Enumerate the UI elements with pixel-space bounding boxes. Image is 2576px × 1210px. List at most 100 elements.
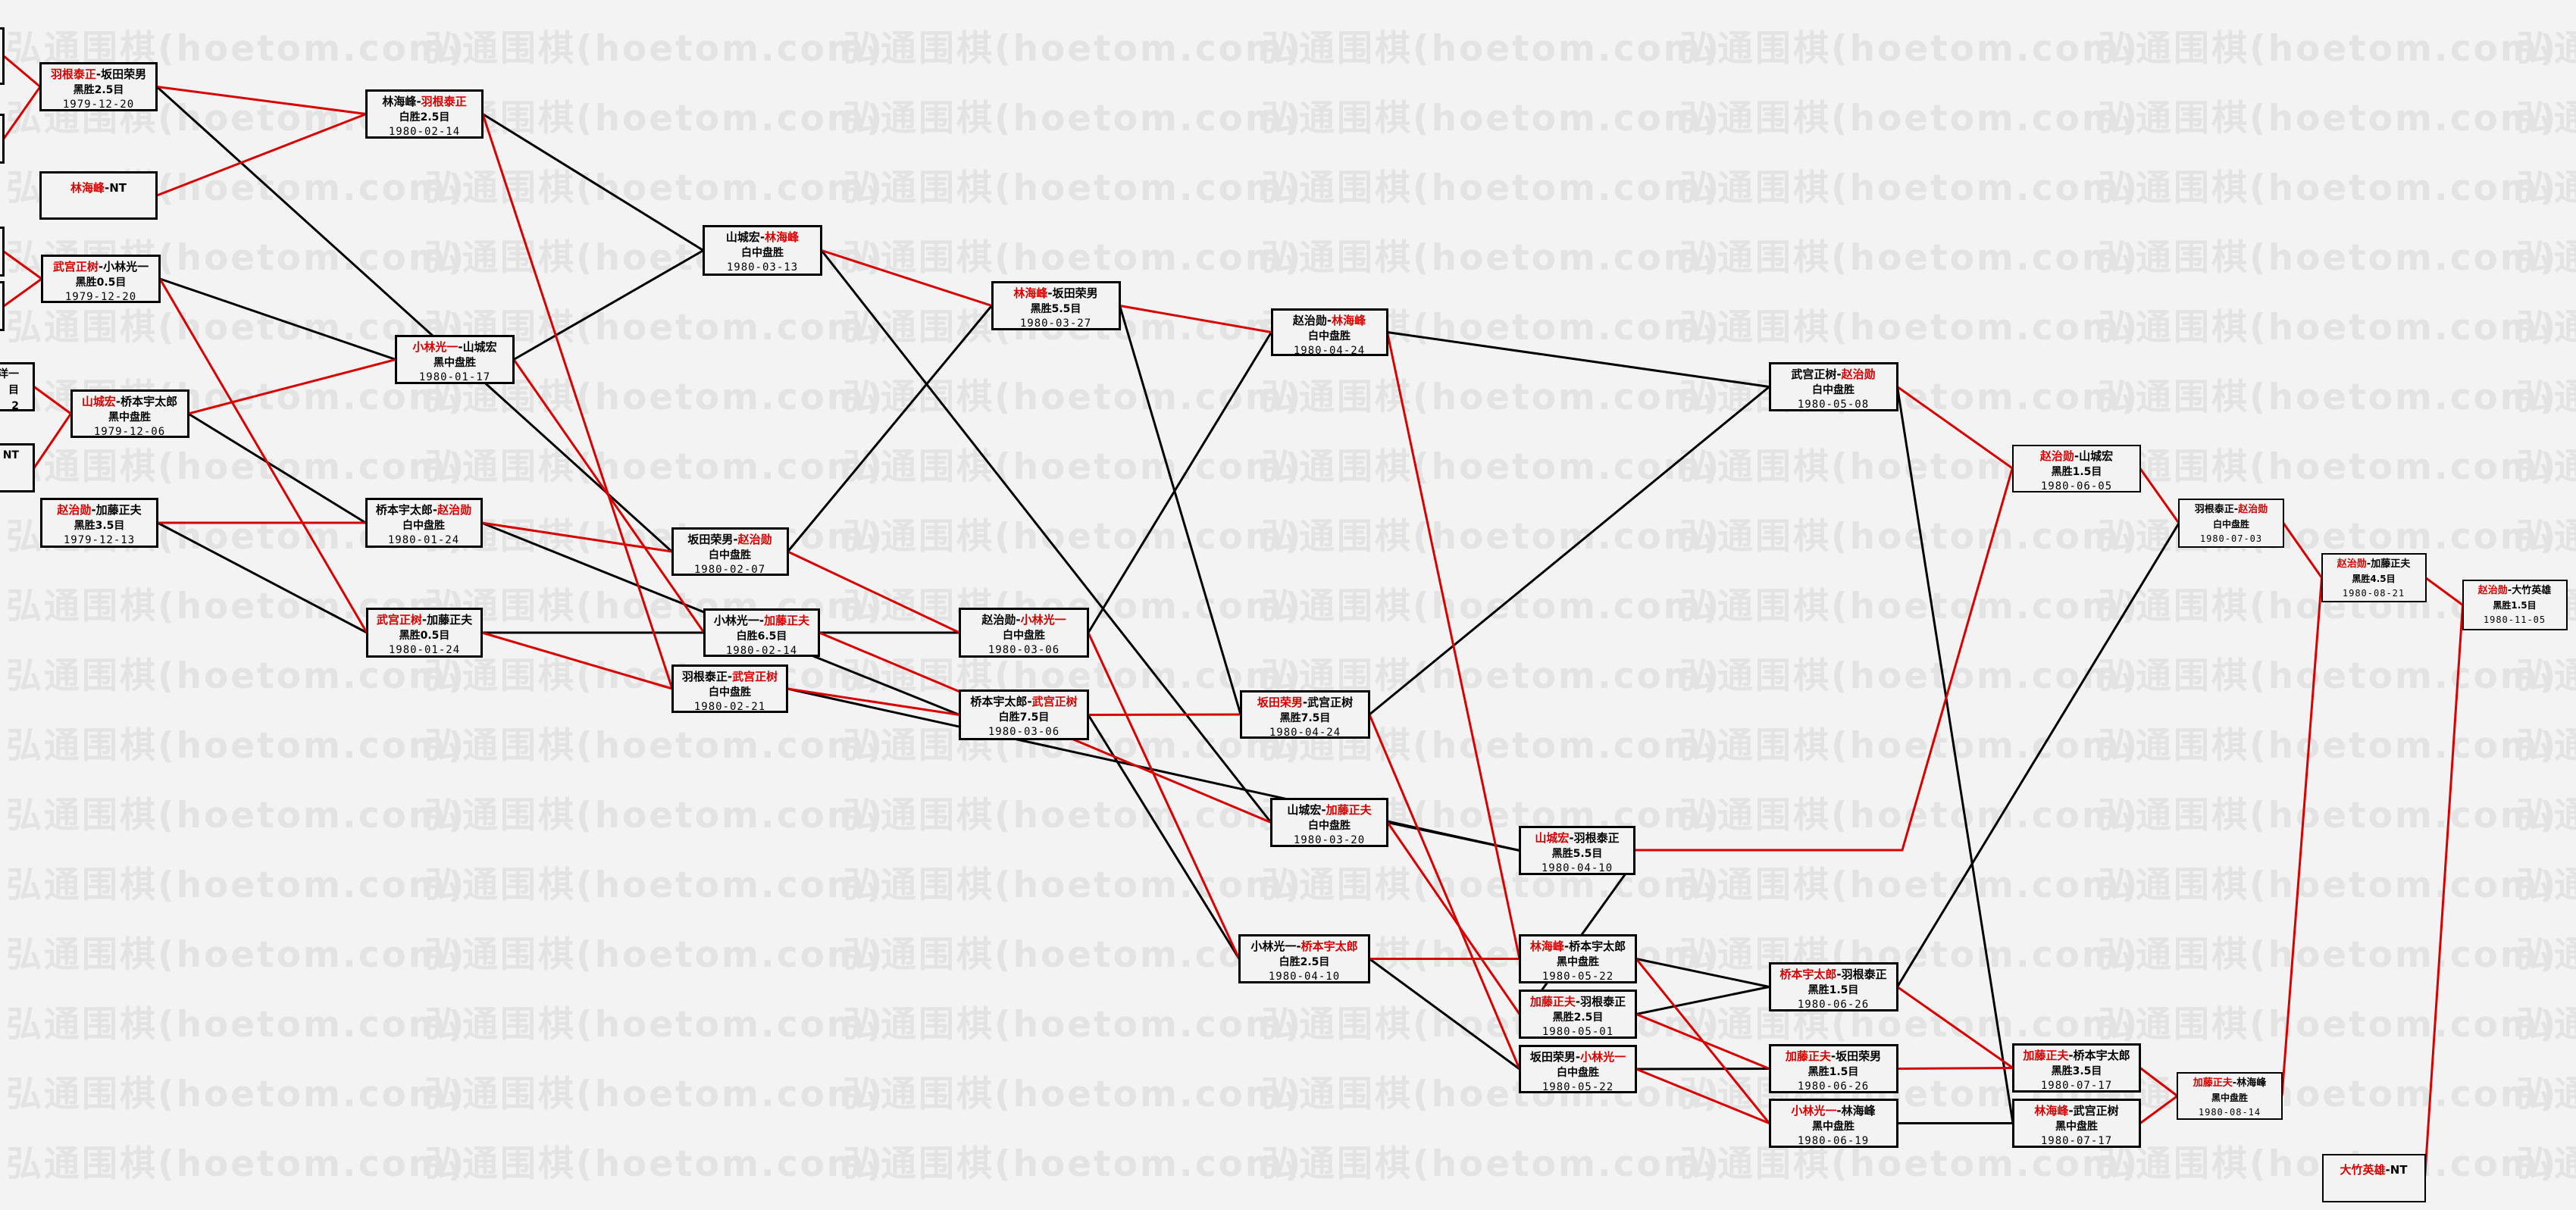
watermark-text: 弘通围棋(hoetom.com) [2098, 98, 2559, 139]
match-players: 赵治勋-大竹英雄 [2464, 583, 2566, 599]
player-name: 桥本宇太郎 [970, 695, 1028, 708]
match-result: 白胜2.5目 [399, 111, 450, 124]
watermark-text: 弘通围棋(hoetom.com) [1679, 516, 2140, 558]
match-result: 白中盘胜 [1812, 384, 1855, 396]
match-box-B2: 小林光一-山城宏 黑中盘胜 1980-01-17 [395, 335, 515, 384]
watermark-text: 弘通围棋(hoetom.com) [843, 1074, 1304, 1115]
watermark-text: 弘通围棋(hoetom.com) [1679, 307, 2140, 349]
dash: - [759, 230, 765, 244]
watermark-text: 弘通围棋(hoetom.com) [1261, 167, 1722, 209]
watermark-text: 弘通围棋(hoetom.com) [2098, 725, 2559, 767]
dash: - [421, 613, 427, 627]
winner-path-line [1386, 332, 1521, 959]
watermark-text: 弘通围棋(hoetom.com) [424, 446, 885, 488]
watermark-text: 弘通围棋(hoetom.com) [843, 865, 1304, 906]
dash: - [2074, 449, 2080, 463]
watermark-text: 弘通围棋(hoetom.com) [424, 1143, 885, 1185]
match-result: 黑胜1.5目 [2051, 466, 2102, 478]
winner-path-line [2139, 1067, 2178, 1097]
match-players: 羽根泰正-赵治勋 [2180, 502, 2283, 517]
partial-match-box-P4 [0, 281, 5, 331]
dash: - [1047, 286, 1053, 300]
watermark-text: 弘通围棋(hoetom.com) [1261, 1074, 1722, 1115]
match-players: 武宫正树-赵治勋 [1771, 367, 1896, 383]
match-date: 1980-01-24 [388, 644, 461, 656]
match-date: 1980-02-14 [725, 645, 798, 657]
player-name: 山城宏 [462, 340, 497, 354]
player-name: 山城宏 [1287, 803, 1322, 817]
player-name-winner: 加藤正夫 [1326, 803, 1372, 817]
watermark-text: 弘通围棋(hoetom.com) [1261, 28, 1722, 70]
watermark-text: 弘通围棋(hoetom.com) [424, 725, 885, 767]
match-result: 黑胜1.5目 [1808, 1066, 1859, 1078]
watermark-text: 弘通围棋(hoetom.com) [1679, 865, 2140, 906]
watermark-text: 弘通围棋(hoetom.com) [6, 934, 467, 976]
match-players: 山城宏-桥本宇太郎 [73, 394, 187, 410]
match-result: 黑中盘胜 [434, 357, 476, 369]
match-date: 1979-12-20 [62, 98, 135, 111]
dash: - [2507, 585, 2512, 596]
watermark-text: 弘通围棋(hoetom.com) [1679, 655, 2140, 697]
watermark-text: 弘通围棋(hoetom.com) [424, 167, 885, 209]
watermark-text: 弘通围棋(hoetom.com) [1261, 98, 1722, 139]
winner-path-line [158, 278, 368, 633]
winner-path-line [1635, 1013, 1770, 1070]
winner-path-line [1635, 1068, 1770, 1124]
watermark-text: 弘通围棋(hoetom.com) [2516, 446, 2576, 488]
watermark-text: 弘通围棋(hoetom.com) [1679, 167, 2140, 209]
match-date: 1980-04-10 [1268, 971, 1341, 983]
player-name-winner: 山城宏 [1535, 831, 1570, 845]
watermark-text: 弘通围棋(hoetom.com) [2098, 795, 2559, 836]
match-result: 黑胜0.5目 [399, 630, 450, 642]
match-result: 黑胜1.5目 [2493, 600, 2537, 611]
watermark-text: 弘通围棋(hoetom.com) [2516, 1004, 2576, 1046]
watermark-text: 弘通围棋(hoetom.com) [6, 307, 467, 349]
player-name: 羽根泰正 [681, 670, 728, 683]
player-name-winner: 大竹英雄 [2340, 1163, 2386, 1177]
watermark-text: 弘通围棋(hoetom.com) [843, 516, 1304, 558]
loser-path-line [1896, 386, 2014, 1124]
dash: - [1836, 1104, 1842, 1118]
dash: - [2233, 504, 2239, 515]
watermark-text: 弘通围棋(hoetom.com) [843, 98, 1304, 139]
watermark-text: 弘通围棋(hoetom.com) [1261, 1004, 1722, 1046]
watermark-text: 弘通围棋(hoetom.com) [2516, 934, 2576, 976]
player-name-winner: 小林光一 [1791, 1104, 1837, 1118]
watermark-text: 弘通围棋(hoetom.com) [2516, 516, 2576, 558]
player-name: 赵治勋 [1292, 314, 1327, 327]
watermark-text: 弘通围棋(hoetom.com) [843, 1004, 1304, 1046]
match-players: 山城宏-林海峰 [705, 230, 820, 245]
watermark-text: 弘通围棋(hoetom.com) [1261, 586, 1722, 627]
match-date: 1979-12-20 [64, 291, 137, 303]
winner-path-line [787, 687, 960, 716]
dash: - [95, 67, 102, 81]
player-name: 加藤正夫 [95, 503, 142, 517]
match-players: 山城宏-羽根泰正 [1521, 830, 1633, 846]
match-result: 白中盘胜 [1308, 820, 1351, 832]
partial-match-box-P1 [0, 27, 5, 85]
match-players: 加藤正夫-坂田荣男 [1771, 1049, 1896, 1065]
player-name: 加藤正夫 [2371, 558, 2411, 570]
player-name: 大竹英雄 [2512, 585, 2552, 596]
match-players: 武宫正树-小林光一 [43, 259, 158, 275]
watermark-text: 弘通围棋(hoetom.com) [2098, 307, 2559, 349]
player-name-winner: 小林光一 [412, 340, 459, 354]
dash: - [1830, 1049, 1836, 1063]
match-box-A2: 林海峰-NT [39, 171, 158, 220]
player-name-winner: 加藤正夫 [2193, 1077, 2233, 1089]
match-result: 黑胜2.5目 [73, 84, 124, 96]
match-box-E2: 坂田荣男-武宫正树 黑胜7.5目 1980-04-24 [1240, 690, 1370, 739]
watermark-text: 弘通围棋(hoetom.com) [1679, 98, 2140, 139]
watermark-text: 弘通围棋(hoetom.com) [6, 655, 467, 697]
winner-path-line [481, 114, 674, 689]
dash: - [2232, 1077, 2237, 1089]
watermark-text: 弘通围棋(hoetom.com) [2516, 1143, 2576, 1185]
match-date: 1980-06-19 [1797, 1135, 1870, 1147]
player-name: 桥本宇太郎 [2073, 1049, 2130, 1062]
match-date: 1980-05-22 [1542, 1081, 1614, 1093]
match-date: 1980-08-21 [2342, 588, 2405, 599]
dash: - [759, 614, 765, 627]
player-name: 武宫正树 [1791, 367, 1837, 381]
match-players: 赵治勋-小林光一 [961, 612, 1087, 628]
player-name: 坂田荣男 [101, 67, 147, 81]
